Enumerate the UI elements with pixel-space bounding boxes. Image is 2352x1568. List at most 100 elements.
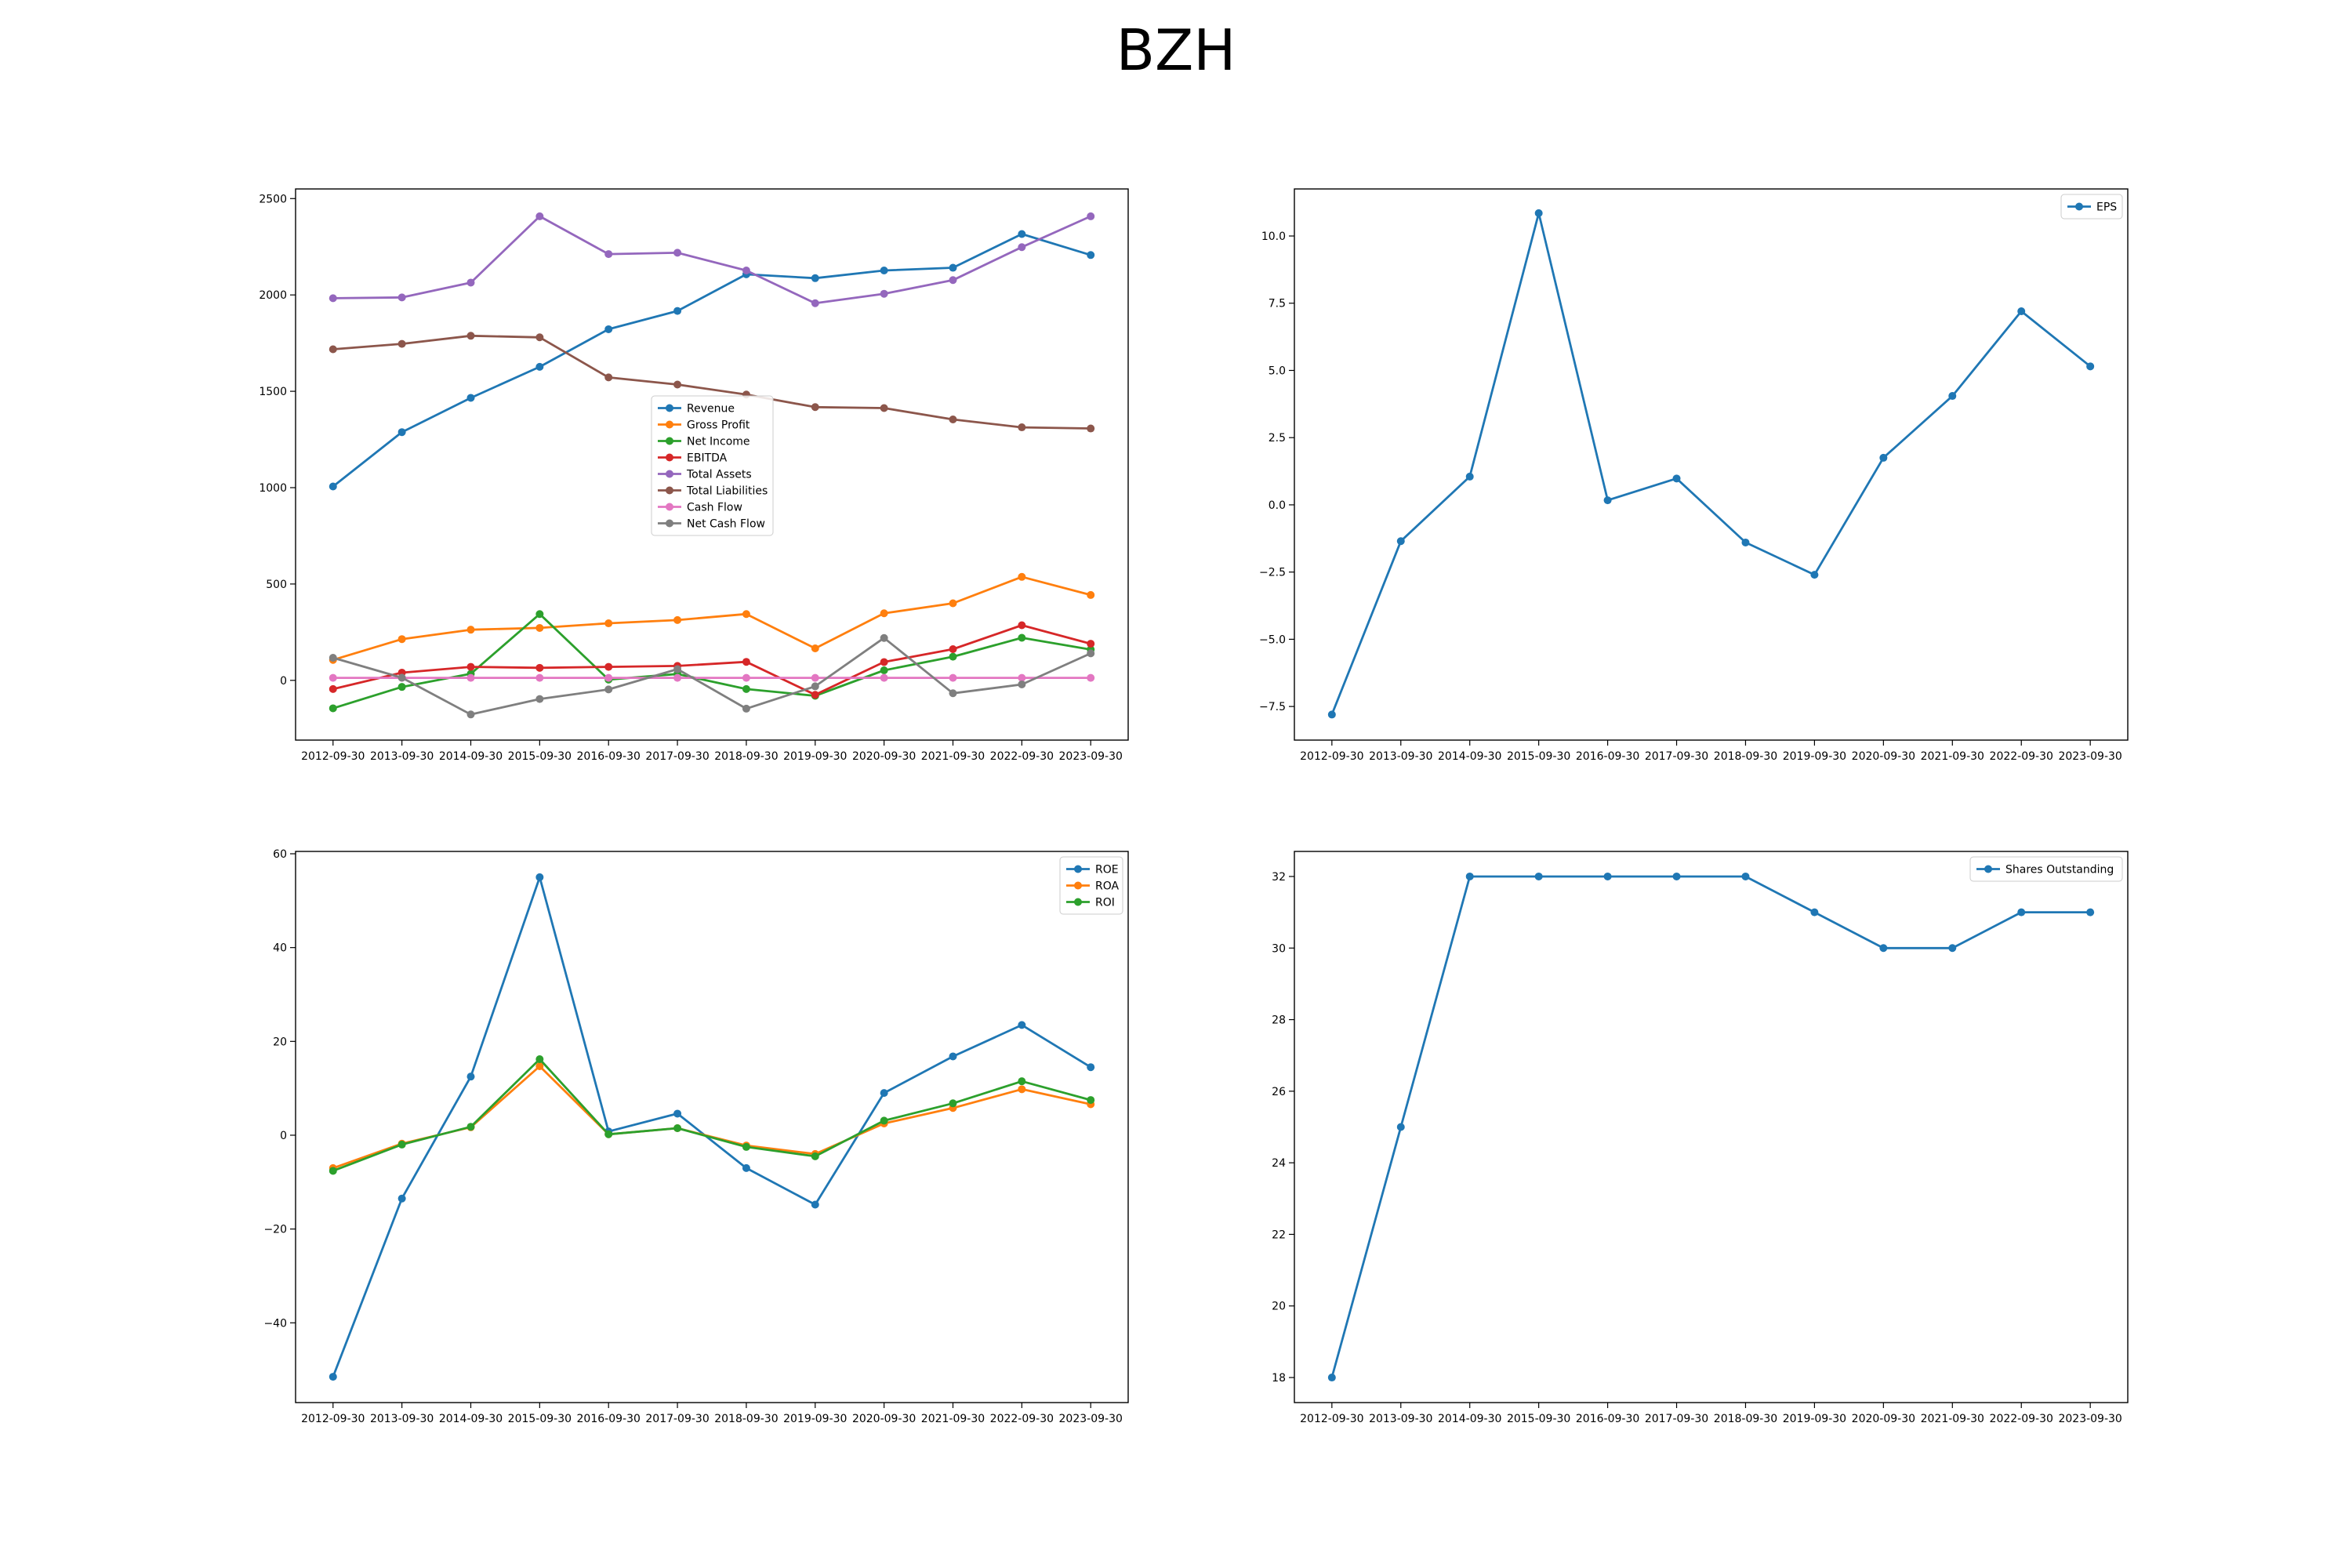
chart-panel-3: −40 −20 0 20 40 60 2012-09-30 2013-09-30 2014-09… <box>263 848 1128 1425</box>
x-tick-label: 2015-09-30 <box>508 750 572 763</box>
x-tick-label: 2019-09-30 <box>1783 750 1846 763</box>
series-line <box>333 1059 1091 1171</box>
legend-label: EBITDA <box>687 452 728 465</box>
data-point <box>811 274 819 282</box>
data-point <box>1018 1021 1025 1029</box>
series-line <box>333 577 1091 660</box>
series-roe <box>329 873 1094 1381</box>
x-tick-label: 2022-09-30 <box>1990 1413 2053 1425</box>
data-point <box>880 1089 888 1097</box>
x-tick-label: 2016-09-30 <box>1576 750 1639 763</box>
data-point <box>742 1143 750 1151</box>
data-point <box>880 674 888 682</box>
y-tick-label: 40 <box>273 942 287 955</box>
data-point <box>604 685 612 693</box>
data-point <box>467 626 475 633</box>
x-tick-label: 2017-09-30 <box>1645 1413 1708 1425</box>
data-point <box>880 267 888 274</box>
legend-label: ROA <box>1095 880 1120 893</box>
data-point <box>535 333 543 341</box>
data-point <box>467 663 475 671</box>
x-tick-label: 2018-09-30 <box>714 1413 778 1425</box>
x-tick-label: 2014-09-30 <box>1438 750 1501 763</box>
data-point <box>467 674 475 682</box>
data-point <box>673 666 681 673</box>
data-point <box>1018 633 1025 641</box>
y-tick-label: 28 <box>1272 1014 1286 1027</box>
axes-frame <box>1294 851 2128 1403</box>
data-point <box>949 653 956 661</box>
y-tick-label: 18 <box>1272 1372 1286 1385</box>
y-tick-label: 20 <box>1272 1301 1286 1313</box>
data-point <box>467 394 475 401</box>
chart-panel-1: 050010001500200025002012-09-30 2013-09-30… <box>259 189 1128 763</box>
data-point <box>673 1124 681 1132</box>
data-point <box>880 666 888 674</box>
legend-marker <box>1074 898 1082 906</box>
x-tick-label: 2019-09-30 <box>783 750 847 763</box>
data-point <box>398 428 406 436</box>
legend-box <box>652 396 773 535</box>
legend-label: Net Cash Flow <box>687 518 765 531</box>
data-point <box>1397 1123 1405 1131</box>
data-point <box>949 264 956 272</box>
data-point <box>1018 243 1025 251</box>
data-point <box>949 276 956 284</box>
legend-label: Cash Flow <box>687 502 742 514</box>
data-point <box>1087 212 1094 220</box>
data-point <box>535 610 543 618</box>
data-point <box>1604 873 1612 880</box>
series-roa <box>329 1062 1094 1172</box>
y-tick-label: 500 <box>266 579 287 591</box>
data-point <box>1087 649 1094 657</box>
data-point <box>1087 674 1094 682</box>
data-point <box>467 332 475 339</box>
series-shares-outstanding <box>1328 873 2094 1381</box>
data-point <box>811 403 819 411</box>
y-tick-label: −5.0 <box>1259 633 1286 646</box>
x-tick-label: 2020-09-30 <box>852 1413 916 1425</box>
x-tick-label: 2012-09-30 <box>301 1413 365 1425</box>
legend: Shares Outstanding <box>1970 857 2122 881</box>
legend-marker <box>666 454 673 462</box>
data-point <box>1087 251 1094 259</box>
data-point <box>535 873 543 881</box>
y-tick-label: 2500 <box>259 193 287 205</box>
x-tick-label: 2012-09-30 <box>301 750 365 763</box>
data-point <box>1087 1063 1094 1071</box>
legend-marker <box>666 405 673 412</box>
data-point <box>535 363 543 371</box>
data-point <box>2086 909 2094 916</box>
data-point <box>1810 571 1818 579</box>
x-tick-label: 2013-09-30 <box>1369 1413 1432 1425</box>
data-point <box>1741 539 1749 546</box>
x-tick-label: 2015-09-30 <box>1507 1413 1570 1425</box>
data-point <box>604 674 612 682</box>
legend-marker <box>1074 866 1082 873</box>
data-point <box>604 325 612 333</box>
data-point <box>604 1131 612 1138</box>
legend-marker <box>2075 203 2083 211</box>
series-line <box>1332 877 2090 1377</box>
data-point <box>535 1055 543 1063</box>
x-tick-label: 2023-09-30 <box>2058 1413 2122 1425</box>
x-tick-label: 2022-09-30 <box>990 750 1054 763</box>
data-point <box>1535 209 1543 217</box>
x-tick-label: 2023-09-30 <box>1059 1413 1123 1425</box>
data-point <box>535 212 543 220</box>
x-tick-label: 2012-09-30 <box>1300 1413 1363 1425</box>
x-tick-label: 2020-09-30 <box>1852 750 1915 763</box>
data-point <box>398 635 406 643</box>
data-point <box>1328 1374 1336 1381</box>
data-point <box>1604 496 1612 504</box>
legend-marker <box>1984 866 1992 873</box>
legend-label: ROI <box>1095 897 1115 909</box>
series-line <box>333 216 1091 303</box>
y-tick-label: 24 <box>1272 1157 1286 1170</box>
data-point <box>742 685 750 693</box>
data-point <box>1948 392 1956 400</box>
data-point <box>811 1201 819 1209</box>
data-point <box>329 346 337 354</box>
y-tick-label: 22 <box>1272 1229 1286 1241</box>
data-point <box>329 674 337 682</box>
